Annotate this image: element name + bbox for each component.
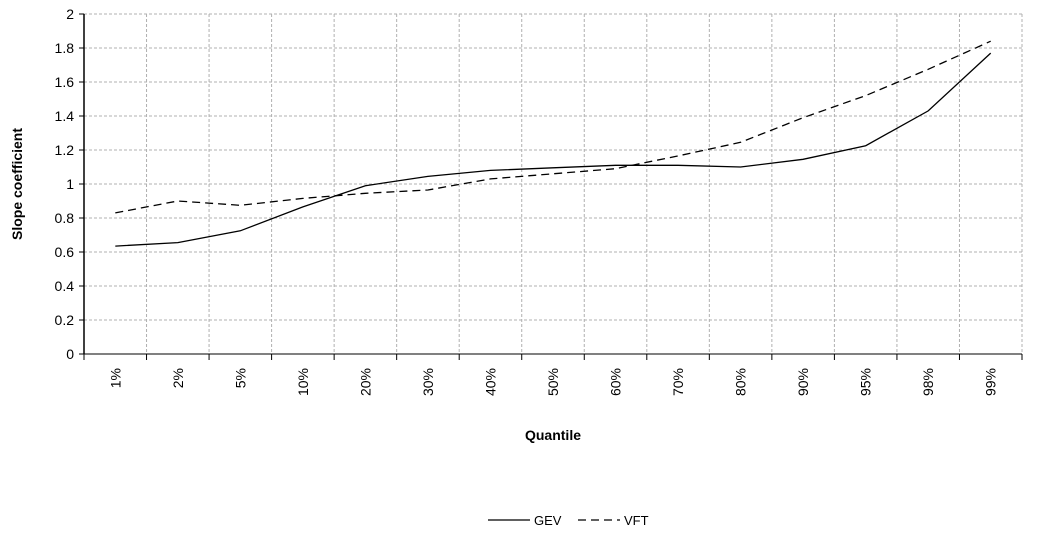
y-tick-label: 1.8 xyxy=(55,40,75,56)
y-tick-label: 1.4 xyxy=(55,108,75,124)
axes xyxy=(79,13,1023,360)
x-tick-label: 70% xyxy=(670,368,686,396)
y-axis-title: Slope coefficient xyxy=(9,128,25,240)
y-tick-labels: 0 0.2 0.4 0.6 0.8 1 1.2 1.4 1.6 1.8 2 xyxy=(55,6,75,362)
x-tick-label: 30% xyxy=(420,368,436,396)
series-line-gev xyxy=(115,52,992,247)
y-tick-label: 0.6 xyxy=(55,244,75,260)
y-tick-label: 2 xyxy=(66,6,74,22)
x-tick-label: 40% xyxy=(482,368,498,396)
x-tick-label: 95% xyxy=(858,368,874,396)
gridlines xyxy=(84,13,1023,354)
x-tick-label: 2% xyxy=(170,368,186,388)
x-tick-label: 1% xyxy=(107,368,123,388)
legend-label-vft: VFT xyxy=(624,513,649,528)
x-tick-label: 5% xyxy=(232,368,248,388)
x-tick-label: 98% xyxy=(920,368,936,396)
series-lines xyxy=(115,40,992,247)
y-tick-label: 1.2 xyxy=(55,142,75,158)
legend-label-gev: GEV xyxy=(534,513,562,528)
x-tick-label: 60% xyxy=(608,368,624,396)
y-tick-label: 0.4 xyxy=(55,278,75,294)
y-tick-label: 1.6 xyxy=(55,74,75,90)
x-tick-label: 10% xyxy=(295,368,311,396)
x-tick-label: 80% xyxy=(733,368,749,396)
x-axis-title: Quantile xyxy=(525,427,581,443)
x-tick-labels: 1% 2% 5% 10% 20% 30% 40% 50% 60% 70% 80% 90% 95% 98% 9… xyxy=(107,368,998,396)
legend: GEV VFT xyxy=(488,513,649,528)
x-tick-label: 99% xyxy=(983,368,999,396)
y-tick-label: 0 xyxy=(66,346,74,362)
x-tick-label: 20% xyxy=(357,368,373,396)
series-line-vft xyxy=(115,40,991,214)
y-tick-label: 1 xyxy=(66,176,74,192)
x-tick-label: 50% xyxy=(545,368,561,396)
y-tick-label: 0.8 xyxy=(55,210,75,226)
x-tick-label: 90% xyxy=(795,368,811,396)
y-tick-label: 0.2 xyxy=(55,312,75,328)
